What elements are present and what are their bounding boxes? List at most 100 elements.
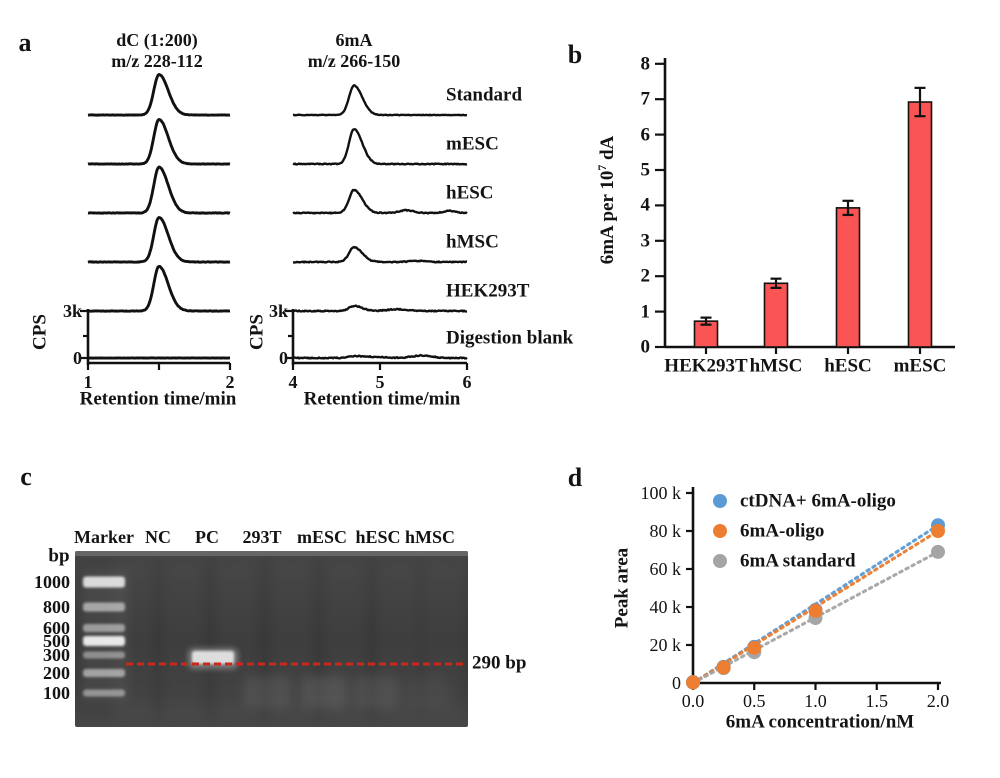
ladder-band-800 — [83, 602, 125, 612]
legend-marker-1 — [713, 524, 727, 538]
panel-d-y-axis-label: Peak area — [611, 547, 633, 629]
sample-smear — [244, 676, 292, 708]
panel-b-ytick-label: 0 — [640, 336, 651, 358]
panel-a-left-title-line2: m/z 228-112 — [111, 51, 203, 71]
chromatogram-trace-right-0 — [292, 84, 468, 117]
panel-a-right-x-axis-label: Retention time/min — [303, 388, 461, 410]
panel-d-xtick-label: 1.0 — [804, 691, 827, 711]
legend-label-2: 6mA standard — [740, 550, 856, 572]
panel-a-letter: a — [18, 28, 32, 57]
legend-label-0: ctDNA+ 6mA-oligo — [740, 490, 896, 512]
panel-d-xtick-label: 0.5 — [743, 691, 766, 711]
gel-lane-shade — [163, 560, 203, 720]
pc-band-290bp — [192, 651, 234, 664]
chromatogram-trace-right-2 — [292, 188, 468, 215]
lane-header-293T: 293T — [242, 527, 282, 547]
panel-d-x-axis-label: 6mA concentration/nM — [725, 711, 915, 733]
panel-c-290bp-annotation: 290 bp — [472, 652, 527, 674]
panel-a-right-xtick-label: 4 — [288, 372, 298, 392]
panel-a-right-y-axis-label: CPS — [246, 314, 268, 350]
ladder-band-300 — [83, 651, 125, 659]
panel-d-letter: d — [567, 463, 583, 492]
chromatogram-trace-left-2 — [87, 165, 231, 215]
ladder-label-800: 800 — [43, 597, 70, 617]
panel-d-ytick-label: 60 k — [649, 559, 682, 579]
chromatogram-trace-left-3 — [87, 216, 231, 264]
panel-b-y-axis-label: 6mA per 107 dA — [595, 135, 619, 265]
point-6mA-oligo-0.25 — [716, 660, 731, 675]
ladder-band-500 — [83, 636, 125, 646]
panel-a-trace-label: Standard — [446, 84, 523, 106]
point-6mA-standard-2 — [931, 544, 945, 559]
panel-b-category-label: mESC — [893, 355, 947, 377]
panel-a-left-title-line1: dC (1:200) — [116, 30, 198, 50]
chromatogram-trace-right-3 — [292, 245, 468, 264]
panel-a-trace-label: mESC — [446, 133, 499, 155]
panel-d-xtick-label: 2.0 — [926, 691, 950, 711]
panel-d-ytick-label: 80 k — [649, 521, 682, 541]
panel-b-ytick-label: 3 — [640, 230, 651, 252]
panel-a-trace-label: HEK293T — [446, 280, 530, 302]
ladder-band-100 — [83, 689, 125, 697]
point-6mA-oligo-1 — [808, 603, 823, 618]
panel-b-ylabel-pre: 6mA per 10 — [597, 170, 619, 265]
panel-a-left-ytick-0: 0 — [73, 348, 82, 368]
bar-hESC — [835, 207, 861, 348]
panel-b-ylabel-superscript: 7 — [595, 164, 609, 171]
ladder-label-500: 500 — [43, 631, 70, 651]
panel-a-left-xtick-label: 1 — [83, 372, 93, 392]
sample-smear — [301, 676, 348, 708]
sample-smear — [407, 676, 449, 708]
panel-d-ytick-label: 0 — [672, 673, 681, 693]
panel-b-ytick-label: 6 — [640, 124, 651, 146]
panel-a-left-x-axis-label: Retention time/min — [79, 388, 237, 410]
point-6mA-oligo-0.5 — [747, 640, 762, 655]
ladder-band-600 — [83, 624, 125, 632]
panel-a-trace-label: hMSC — [446, 231, 499, 253]
panel-a-left-ytick-3k: 3k — [62, 301, 82, 321]
ladder-label-300: 300 — [43, 645, 70, 665]
legend-marker-2 — [713, 554, 727, 568]
panel-a-right-title-line2: m/z 266-150 — [307, 51, 401, 71]
panel-a-right-title-line1: 6mA — [335, 30, 373, 50]
panel-d-ytick-label: 40 k — [649, 597, 682, 617]
ladder-label-200: 200 — [43, 663, 70, 683]
sample-smear — [354, 676, 400, 708]
chromatogram-trace-right-1 — [292, 128, 468, 166]
gel-top-edge — [75, 551, 468, 556]
lane-header-mESC: mESC — [296, 527, 348, 547]
panel-b-ylabel-post: dA — [597, 135, 619, 165]
panel-a-right-ytick-0: 0 — [279, 348, 288, 368]
ladder-label-600: 600 — [43, 618, 70, 638]
chromatogram-trace-right-4 — [292, 304, 468, 313]
panel-b-ytick-label: 7 — [640, 88, 651, 110]
lane-header-Marker: Marker — [74, 527, 134, 547]
bar-mESC — [907, 101, 933, 348]
panel-d-xtick-label: 1.5 — [865, 691, 889, 711]
ladder-label-100: 100 — [43, 683, 70, 703]
panel-b-ytick-label: 1 — [640, 301, 651, 323]
panel-a-right-ytick-3k: 3k — [268, 301, 288, 321]
panel-a-trace-label: hESC — [446, 182, 494, 204]
ladder-band-1000 — [83, 576, 125, 588]
legend-marker-0 — [713, 494, 727, 508]
point-6mA-oligo-0 — [686, 675, 700, 690]
chromatogram-trace-left-4 — [87, 264, 231, 313]
lane-header-NC: NC — [145, 527, 171, 547]
panel-b-category-label: HEK293T — [664, 355, 748, 377]
ladder-band-200 — [83, 669, 125, 677]
panel-a-right-xtick-label: 5 — [375, 372, 385, 392]
panel-b-ytick-label: 8 — [640, 53, 651, 75]
chromatogram-trace-left-1 — [87, 117, 231, 166]
panel-c-letter: c — [20, 462, 32, 491]
panel-b-category-label: hMSC — [749, 355, 803, 377]
panel-d-ytick-label: 20 k — [649, 635, 682, 655]
panel-a-right-xtick-label: 6 — [462, 372, 472, 392]
legend-label-1: 6mA-oligo — [740, 520, 825, 542]
chromatogram-trace-left-0 — [87, 73, 231, 117]
panel-b-ytick-label: 2 — [640, 265, 651, 287]
panel-b-category-label: hESC — [824, 355, 872, 377]
lane-header-hESC: hESC — [355, 527, 401, 547]
